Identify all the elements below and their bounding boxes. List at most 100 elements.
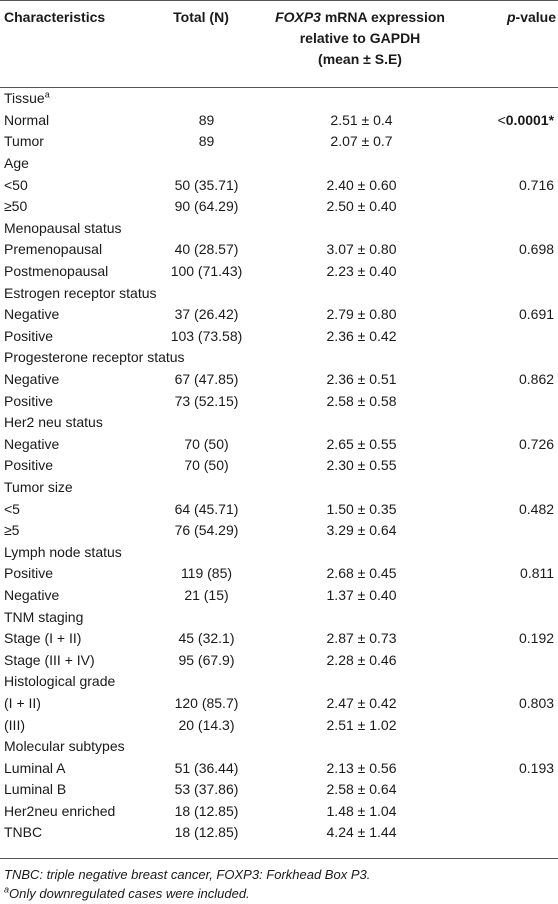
group-header-row: Age bbox=[0, 153, 558, 175]
p-value-cell: 0.726 bbox=[464, 434, 558, 456]
group-header-row: Tumor size bbox=[0, 477, 558, 499]
table-row: Negative 21 (15) 1.37 ± 0.40 bbox=[0, 585, 558, 607]
group-label: Histological grade bbox=[0, 671, 558, 693]
group-header-row: TNM staging bbox=[0, 606, 558, 628]
p-value-cell bbox=[464, 822, 558, 844]
p-value-cell bbox=[464, 714, 558, 736]
total-cell: 64 (45.71) bbox=[174, 500, 239, 517]
p-value-cell bbox=[464, 390, 558, 412]
total-cell: 21 (15) bbox=[184, 586, 229, 603]
expression-cell: 2.36 ± 0.51 bbox=[326, 371, 397, 388]
p-value-cell: 0.803 bbox=[464, 693, 558, 715]
p-value-cell bbox=[464, 520, 558, 542]
characteristic-cell: Tumor bbox=[4, 133, 44, 150]
total-cell: 53 (37.86) bbox=[174, 781, 239, 798]
group-header-row: Histological grade bbox=[0, 671, 558, 693]
group-label: Lymph node status bbox=[0, 541, 558, 563]
characteristic-cell: Stage (III + IV) bbox=[4, 651, 95, 668]
header-expression-line1: mRNA expression bbox=[320, 9, 445, 25]
expression-cell: 2.68 ± 0.45 bbox=[326, 565, 397, 582]
characteristic-cell: Luminal B bbox=[4, 781, 67, 798]
expression-cell: 3.29 ± 0.64 bbox=[326, 522, 397, 539]
header-rule bbox=[0, 87, 558, 88]
total-cell: 40 (28.57) bbox=[174, 241, 239, 258]
characteristic-cell: ≥50 bbox=[4, 198, 28, 215]
total-cell: 50 (35.71) bbox=[174, 176, 239, 193]
table-row: Luminal B 53 (37.86) 2.58 ± 0.64 bbox=[0, 779, 558, 801]
table-row: Postmenopausal 100 (71.43) 2.23 ± 0.40 bbox=[0, 261, 558, 283]
total-cell: 100 (71.43) bbox=[170, 263, 243, 280]
total-cell: 76 (54.29) bbox=[174, 522, 239, 539]
characteristic-cell: Positive bbox=[4, 457, 54, 474]
total-cell: 73 (52.15) bbox=[174, 392, 239, 409]
footnote-tissue: aOnly downregulated cases were included. bbox=[4, 884, 250, 904]
table-row: Positive 119 (85) 2.68 ± 0.45 0.811 bbox=[0, 563, 558, 585]
total-cell: 45 (32.1) bbox=[178, 630, 235, 647]
p-value-cell bbox=[464, 585, 558, 607]
characteristic-cell: Normal bbox=[4, 111, 50, 128]
p-value-text: 0.811 bbox=[520, 565, 555, 582]
total-cell: 89 bbox=[198, 133, 215, 150]
p-value-text: 0.726 bbox=[519, 435, 555, 452]
top-rule bbox=[0, 0, 558, 1]
table-row: Her2neu enriched 18 (12.85) 1.48 ± 1.04 bbox=[0, 801, 558, 823]
p-value-cell: 0.811 bbox=[464, 563, 558, 585]
expression-cell: 2.23 ± 0.40 bbox=[326, 263, 397, 280]
expression-cell: 2.40 ± 0.60 bbox=[326, 176, 397, 193]
expression-cell: 2.58 ± 0.64 bbox=[326, 781, 397, 798]
p-value-prefix: < bbox=[497, 111, 506, 128]
table-row: Premenopausal 40 (28.57) 3.07 ± 0.80 0.698 bbox=[0, 239, 558, 261]
group-header-row: Lymph node status bbox=[0, 541, 558, 563]
total-cell: 70 (50) bbox=[184, 457, 229, 474]
expression-cell: 2.28 ± 0.46 bbox=[326, 651, 397, 668]
table-row: Stage (III + IV) 95 (67.9) 2.28 ± 0.46 bbox=[0, 649, 558, 671]
total-cell: 37 (26.42) bbox=[174, 306, 239, 323]
expression-cell: 1.37 ± 0.40 bbox=[326, 586, 397, 603]
characteristic-cell: Negative bbox=[4, 306, 60, 323]
group-label-text: Tissue bbox=[4, 90, 45, 107]
characteristic-cell: Positive bbox=[4, 392, 54, 409]
table-row: (III) 20 (14.3) 2.51 ± 1.02 bbox=[0, 714, 558, 736]
total-cell: 95 (67.9) bbox=[178, 651, 235, 668]
table-row: Luminal A 51 (36.44) 2.13 ± 0.56 0.193 bbox=[0, 757, 558, 779]
footnote-abbreviations: TNBC: triple negative breast cancer, FOX… bbox=[4, 867, 371, 882]
group-label: Menopausal status bbox=[0, 218, 558, 240]
expression-cell: 2.58 ± 0.58 bbox=[326, 392, 397, 409]
expression-cell: 2.65 ± 0.55 bbox=[326, 435, 397, 452]
expression-cell: 2.36 ± 0.42 bbox=[326, 327, 397, 344]
group-label: Molecular subtypes bbox=[0, 736, 558, 758]
group-label-text: Lymph node status bbox=[4, 543, 122, 560]
p-value-cell: 0.716 bbox=[464, 174, 558, 196]
p-value-cell: 0.691 bbox=[464, 304, 558, 326]
characteristic-cell: (III) bbox=[4, 716, 25, 733]
expression-cell: 2.51 ± 0.4 bbox=[330, 111, 393, 128]
group-label: Progesterone receptor status bbox=[0, 347, 558, 369]
total-cell: 18 (12.85) bbox=[174, 802, 239, 819]
expression-cell: 2.51 ± 1.02 bbox=[326, 716, 397, 733]
p-value-cell: 0.482 bbox=[464, 498, 558, 520]
table-body: Tissuea Normal 89 2.51 ± 0.4 <0.0001* Tumor 89… bbox=[0, 88, 558, 844]
expression-cell: 3.07 ± 0.80 bbox=[326, 241, 397, 258]
group-header-row: Estrogen receptor status bbox=[0, 282, 558, 304]
characteristic-cell: <50 bbox=[4, 176, 28, 193]
total-cell: 18 (12.85) bbox=[174, 824, 239, 841]
p-value-cell: 0.192 bbox=[464, 628, 558, 650]
characteristic-cell: Positive bbox=[4, 565, 54, 582]
p-value-text: 0.193 bbox=[519, 759, 555, 776]
p-value-cell bbox=[464, 801, 558, 823]
header-characteristics: Characteristics bbox=[4, 9, 106, 25]
group-label: Estrogen receptor status bbox=[0, 282, 558, 304]
total-cell: 67 (47.85) bbox=[174, 371, 239, 388]
p-value-cell bbox=[464, 649, 558, 671]
p-value-cell: 0.862 bbox=[464, 369, 558, 391]
group-header-row: Progesterone receptor status bbox=[0, 347, 558, 369]
expression-cell: 4.24 ± 1.44 bbox=[326, 824, 397, 841]
expression-cell: 1.48 ± 1.04 bbox=[326, 802, 397, 819]
table-row: (I + II) 120 (85.7) 2.47 ± 0.42 0.803 bbox=[0, 693, 558, 715]
expression-cell: 2.47 ± 0.42 bbox=[326, 694, 397, 711]
p-value-cell: <0.0001* bbox=[464, 110, 558, 132]
p-value-cell bbox=[464, 779, 558, 801]
p-value-text: 0.862 bbox=[519, 371, 555, 388]
footnote-marker: a bbox=[4, 884, 10, 895]
